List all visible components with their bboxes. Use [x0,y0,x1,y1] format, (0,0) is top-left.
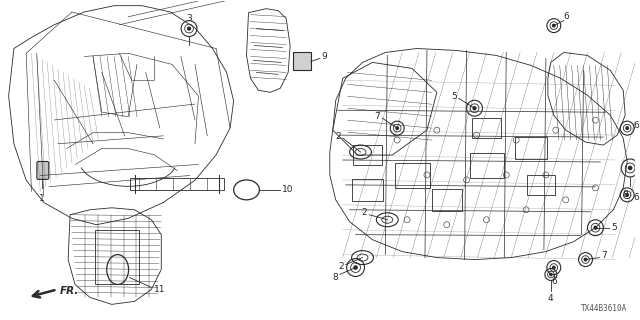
Text: 7: 7 [602,251,607,260]
Text: 6: 6 [564,12,570,20]
Text: 2: 2 [335,132,340,140]
Circle shape [188,27,191,30]
Text: 6: 6 [633,193,639,202]
Text: 2: 2 [338,262,344,271]
Text: 4: 4 [548,294,554,303]
Circle shape [354,266,357,269]
Text: 11: 11 [154,285,166,294]
Text: 5: 5 [611,223,617,232]
Bar [293,52,311,70]
Text: 8: 8 [332,273,338,282]
Bar [472,118,501,138]
Text: TX44B3610A: TX44B3610A [581,304,627,313]
Circle shape [550,273,552,276]
Text: FR.: FR. [60,286,79,296]
Circle shape [594,226,597,229]
Bar [396,163,430,188]
Circle shape [626,127,628,129]
Circle shape [584,258,587,261]
Text: 3: 3 [186,13,192,23]
Text: 10: 10 [282,185,294,194]
Text: 5: 5 [451,92,457,101]
Circle shape [628,166,632,170]
Bar [351,179,383,201]
Text: 2: 2 [362,208,367,217]
Circle shape [552,24,555,27]
FancyBboxPatch shape [37,162,49,180]
Text: 9: 9 [322,52,328,61]
Bar [432,189,461,211]
Bar [129,178,224,190]
Text: 6: 6 [551,277,557,286]
Text: 1: 1 [40,194,45,203]
Bar [470,153,504,178]
Text: 8: 8 [622,190,628,199]
Bar [527,175,555,195]
Circle shape [396,127,399,129]
Bar [515,137,547,159]
Circle shape [473,107,476,110]
Circle shape [552,266,555,269]
Bar [353,145,382,165]
Text: 7: 7 [374,112,380,121]
Bar [95,230,140,284]
Circle shape [626,194,628,196]
Text: 6: 6 [633,121,639,130]
